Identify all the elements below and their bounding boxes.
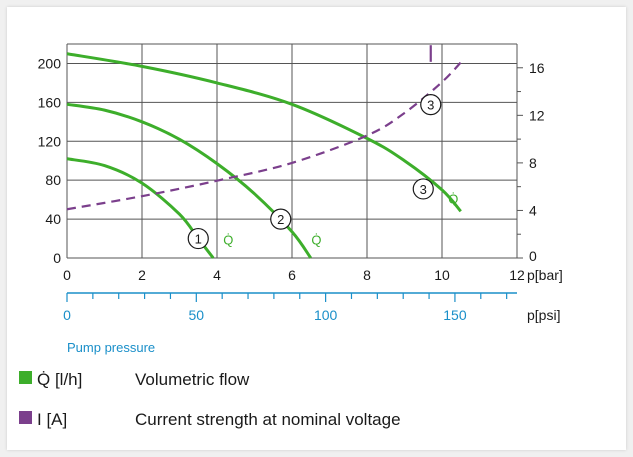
psi-unit-label: p[psi] xyxy=(527,307,560,323)
x-tick-label: 2 xyxy=(138,267,146,283)
y-left-tick-label: 80 xyxy=(45,172,61,188)
legend: Q̇ [l/h] Volumetric flow I [A] Current stre… xyxy=(19,370,401,429)
psi-tick-label: 150 xyxy=(443,307,467,323)
x-tick-label: 4 xyxy=(213,267,221,283)
y-right-tick-label: 4 xyxy=(529,202,537,218)
grid xyxy=(66,43,523,259)
y-left-tick-label: 120 xyxy=(38,133,62,149)
flow-series-label: Q̇ xyxy=(311,232,321,247)
legend-symbol: I [A] xyxy=(37,410,67,429)
psi-axis: 0 50 100 150 p[psi] Pump pressure xyxy=(63,292,560,355)
flow-series-label: Q̇ xyxy=(448,192,458,207)
legend-text: Current strength at nominal voltage xyxy=(135,410,401,429)
x-tick-label: 0 xyxy=(63,267,71,283)
curve-markers: 1 Q̇ 2 Q̇ 3 Q̇ 3 xyxy=(187,94,458,250)
flow-curve-3 xyxy=(66,52,462,213)
y-left-tick-label: 160 xyxy=(38,94,62,110)
marker-1-number: 1 xyxy=(195,232,202,247)
x-tick-label: 8 xyxy=(363,267,371,283)
legend-text: Volumetric flow xyxy=(135,370,250,389)
y-left-tick-label: 200 xyxy=(38,55,62,71)
x-tick-label: 6 xyxy=(288,267,296,283)
marker-3-flow-number: 3 xyxy=(420,182,427,197)
y-right-tick-label: 12 xyxy=(529,107,545,123)
y-right-tick-label: 8 xyxy=(529,155,537,171)
current-curve-3 xyxy=(66,57,466,211)
y-right-tick-label: 16 xyxy=(529,60,545,76)
psi-tick-label: 100 xyxy=(314,307,338,323)
pump-pressure-label: Pump pressure xyxy=(67,340,155,355)
marker-2-number: 2 xyxy=(277,212,284,227)
chart-card: 0 40 80 120 160 200 0 4 8 12 16 0 2 4 6 8 10 12 p[bar] 0 50… xyxy=(7,7,626,450)
flow-curve-2 xyxy=(66,102,312,259)
flow-series-label: Q̇ xyxy=(223,232,233,247)
x-tick-label: 12 xyxy=(509,267,525,283)
marker-3-flow-circle xyxy=(412,178,434,200)
psi-tick-label: 0 xyxy=(63,307,71,323)
y-left-tick-label: 0 xyxy=(53,250,61,266)
marker-3-current-circle xyxy=(420,94,442,116)
y-right-tick-label: 0 xyxy=(529,248,537,264)
series-lines xyxy=(66,45,466,259)
legend-swatch-current xyxy=(19,411,32,424)
legend-swatch-flow xyxy=(19,371,32,384)
x-tick-label: 10 xyxy=(434,267,450,283)
marker-3-current-number: 3 xyxy=(427,98,434,113)
psi-tick-label: 50 xyxy=(189,307,205,323)
marker-2-circle xyxy=(270,208,292,230)
marker-1-circle xyxy=(187,227,209,250)
x-unit-label: p[bar] xyxy=(527,267,563,283)
legend-symbol: Q̇ [l/h] xyxy=(37,370,82,389)
y-left-tick-label: 40 xyxy=(45,211,61,227)
